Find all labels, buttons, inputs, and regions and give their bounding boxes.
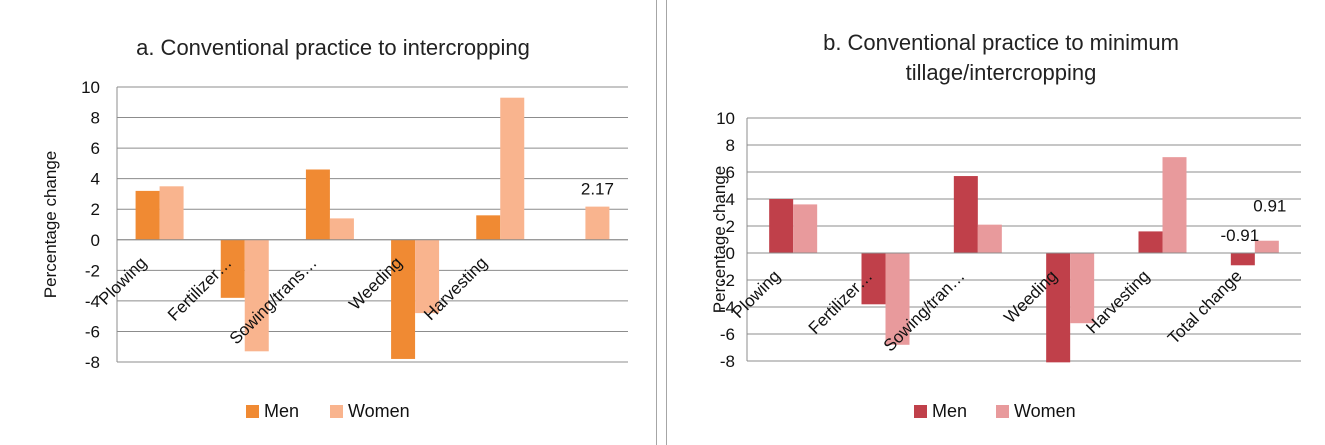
bar-men xyxy=(1046,253,1071,363)
y-tick-label: -4 xyxy=(85,292,100,311)
bar-women xyxy=(885,253,910,345)
y-tick-label: 6 xyxy=(91,139,100,158)
legend-swatch-women xyxy=(996,405,1009,418)
legend-swatch-women xyxy=(330,405,343,418)
bar-men xyxy=(953,176,978,253)
data-label: 2.17 xyxy=(581,180,614,199)
chart-b-svg: b. Conventional practice to minimum tilla… xyxy=(710,30,1301,421)
bar-men xyxy=(1230,253,1255,266)
bar-women xyxy=(1162,157,1187,253)
bar-men xyxy=(861,253,886,305)
chart-panel-a: a. Conventional practice to intercroppin… xyxy=(0,0,657,445)
bar-men xyxy=(391,239,416,359)
y-tick-label: -4 xyxy=(720,298,735,317)
y-tick-label: 6 xyxy=(726,163,735,182)
chart-a-svg: a. Conventional practice to intercroppin… xyxy=(41,35,628,421)
bar-women xyxy=(329,218,354,240)
y-tick-label: -6 xyxy=(85,322,100,341)
y-tick-label: 8 xyxy=(91,109,100,128)
legend-swatch-men xyxy=(914,405,927,418)
chart-title-line: b. Conventional practice to minimum xyxy=(823,30,1179,55)
y-tick-label: 2 xyxy=(726,217,735,236)
bar-women xyxy=(1070,253,1095,324)
y-tick-label: 2 xyxy=(91,200,100,219)
bar-women xyxy=(500,97,525,240)
y-tick-label: -8 xyxy=(85,353,100,372)
category-label: Plowing xyxy=(95,253,151,309)
y-tick-label: 10 xyxy=(716,109,735,128)
legend-label-women: Women xyxy=(348,401,410,421)
bar-men xyxy=(769,199,794,253)
legend-label-men: Men xyxy=(932,401,967,421)
y-tick-label: 0 xyxy=(726,244,735,263)
legend-label-women: Women xyxy=(1014,401,1076,421)
legend-swatch-men xyxy=(246,405,259,418)
chart-title: a. Conventional practice to intercroppin… xyxy=(136,35,530,60)
y-axis-label: Percentage change xyxy=(710,166,729,313)
y-tick-label: 8 xyxy=(726,136,735,155)
bar-men xyxy=(135,190,160,240)
bar-women xyxy=(977,224,1002,253)
bar-men xyxy=(1138,231,1163,253)
y-tick-label: -8 xyxy=(720,352,735,371)
bar-women xyxy=(159,186,184,240)
y-tick-label: 0 xyxy=(91,231,100,250)
y-tick-label: 10 xyxy=(81,78,100,97)
y-tick-label: 4 xyxy=(91,170,100,189)
y-tick-label: -2 xyxy=(85,261,100,280)
category-label: Plowing xyxy=(728,266,784,322)
bar-men xyxy=(305,169,330,240)
y-tick-label: 4 xyxy=(726,190,735,209)
chart-panel-b: b. Conventional practice to minimum tilla… xyxy=(666,0,1325,445)
bar-women xyxy=(244,239,269,352)
bar-women xyxy=(1254,240,1279,253)
bar-women xyxy=(415,239,440,314)
chart-title-line: tillage/intercropping xyxy=(906,60,1097,85)
bar-women xyxy=(585,206,610,240)
y-axis-label: Percentage change xyxy=(41,151,60,298)
bar-men xyxy=(220,239,245,298)
bar-women xyxy=(793,204,818,253)
bar-men xyxy=(476,215,501,240)
legend-label-men: Men xyxy=(264,401,299,421)
y-tick-label: -2 xyxy=(720,271,735,290)
data-label: -0.91 xyxy=(1220,226,1259,245)
y-tick-label: -6 xyxy=(720,325,735,344)
data-label: 0.91 xyxy=(1253,197,1286,216)
